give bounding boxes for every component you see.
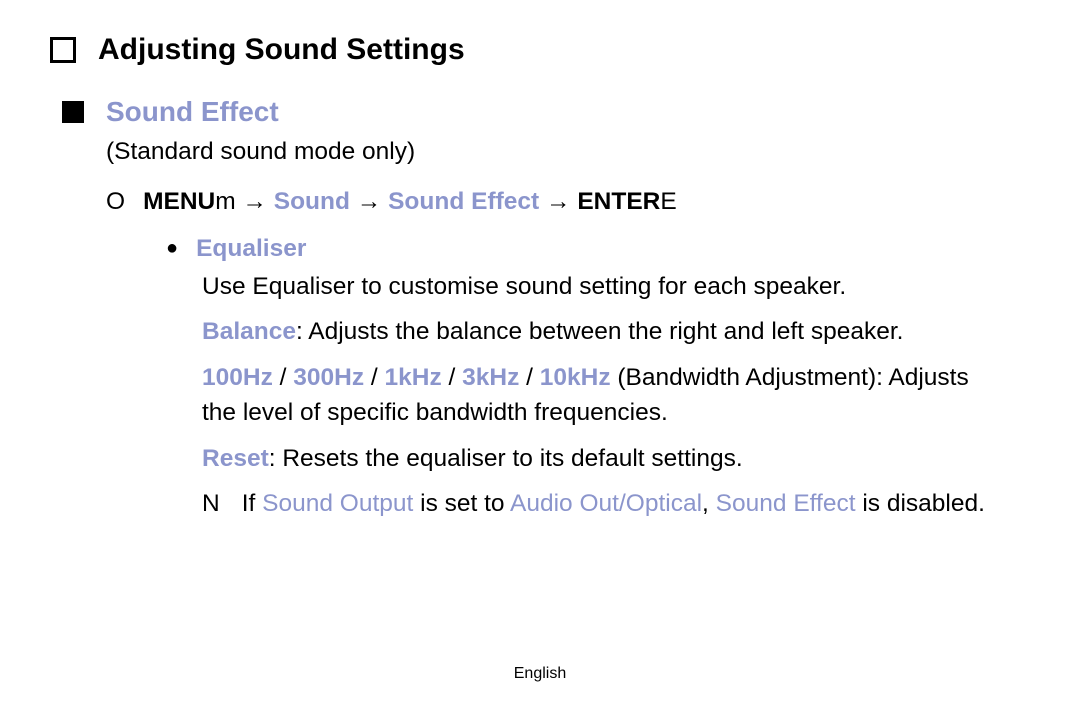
- menu-path-row: O MENUm → Sound → Sound Effect → ENTERE: [50, 184, 1030, 220]
- note-pre: If: [242, 490, 262, 517]
- reset-line: Reset: Resets the equaliser to its defau…: [50, 441, 1030, 477]
- sep1: /: [273, 364, 293, 391]
- freq-line: 100Hz / 300Hz / 1kHz / 3kHz / 10kHz (Ban…: [50, 360, 1030, 431]
- freq3: 1kHz: [385, 364, 442, 391]
- arrow2: →: [350, 188, 388, 215]
- freq5: 10kHz: [540, 364, 611, 391]
- balance-line: Balance: Adjusts the balance between the…: [50, 314, 1030, 350]
- freq4: 3kHz: [462, 364, 519, 391]
- balance-label: Balance: [202, 318, 296, 345]
- arrow1: →: [236, 188, 274, 215]
- menu-icon: m: [215, 188, 235, 215]
- footer-language: English: [0, 662, 1080, 685]
- note-text: If Sound Output is set to Audio Out/Opti…: [242, 486, 985, 522]
- enter-label: ENTER: [577, 188, 660, 215]
- page-title: Adjusting Sound Settings: [98, 28, 465, 72]
- page-icon: [50, 37, 76, 63]
- step-sound-effect: Sound Effect: [388, 188, 539, 215]
- reset-label: Reset: [202, 445, 269, 472]
- freq1: 100Hz: [202, 364, 273, 391]
- o-mark: O: [106, 184, 125, 220]
- note-mid1: is set to: [413, 490, 510, 517]
- section-row: Sound Effect: [50, 92, 1030, 133]
- note-t2: Audio Out/Optical: [510, 490, 702, 517]
- freq2: 300Hz: [293, 364, 364, 391]
- equaliser-label: Equaliser: [196, 231, 306, 267]
- equaliser-desc: Use Equaliser to customise sound setting…: [50, 269, 1030, 305]
- note-row: N If Sound Output is set to Audio Out/Op…: [50, 486, 1030, 522]
- step-sound: Sound: [274, 188, 350, 215]
- balance-text: : Adjusts the balance between the right …: [296, 318, 903, 345]
- equaliser-bullet-row: ● Equaliser: [50, 231, 1030, 267]
- enter-icon: E: [660, 188, 676, 215]
- menu-path: MENUm → Sound → Sound Effect → ENTERE: [143, 184, 677, 220]
- arrow3: →: [539, 188, 577, 215]
- section-icon: [62, 101, 84, 123]
- note-post: is disabled.: [856, 490, 985, 517]
- reset-text: : Resets the equaliser to its default se…: [269, 445, 743, 472]
- note-t3: Sound Effect: [716, 490, 856, 517]
- sep4: /: [519, 364, 539, 391]
- note-mid2: ,: [702, 490, 716, 517]
- page-title-row: Adjusting Sound Settings: [50, 28, 1030, 72]
- menu-label: MENU: [143, 188, 215, 215]
- sep2: /: [364, 364, 384, 391]
- section-title: Sound Effect: [106, 92, 279, 133]
- note-n-mark: N: [202, 486, 220, 522]
- bullet-icon: ●: [166, 238, 178, 258]
- sep3: /: [442, 364, 462, 391]
- section-subtitle: (Standard sound mode only): [50, 134, 1030, 170]
- note-t1: Sound Output: [262, 490, 413, 517]
